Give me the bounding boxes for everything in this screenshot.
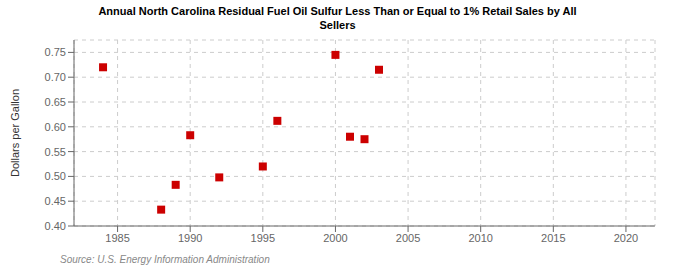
svg-text:Dollars per Gallon: Dollars per Gallon bbox=[9, 89, 21, 177]
svg-text:0.50: 0.50 bbox=[45, 170, 66, 182]
svg-text:1985: 1985 bbox=[105, 232, 129, 244]
svg-text:0.55: 0.55 bbox=[45, 146, 66, 158]
svg-text:1990: 1990 bbox=[178, 232, 202, 244]
svg-text:0.45: 0.45 bbox=[45, 195, 66, 207]
svg-text:2010: 2010 bbox=[468, 232, 492, 244]
svg-text:0.70: 0.70 bbox=[45, 71, 66, 83]
html-text:Sellers: Sellers bbox=[319, 19, 356, 31]
svg-text:2015: 2015 bbox=[541, 232, 565, 244]
svg-text:1995: 1995 bbox=[251, 232, 275, 244]
svg-text:0.75: 0.75 bbox=[45, 46, 66, 58]
html-text:Annual North Carolina Residual: Annual North Carolina Residual Fuel Oil … bbox=[98, 5, 577, 17]
svg-text:2000: 2000 bbox=[323, 232, 347, 244]
html-text:Source: U.S. Energy Informatio: Source: U.S. Energy Information Administ… bbox=[60, 254, 270, 265]
svg-text:2020: 2020 bbox=[614, 232, 638, 244]
svg-text:0.60: 0.60 bbox=[45, 121, 66, 133]
svg-text:0.40: 0.40 bbox=[45, 220, 66, 232]
svg-text:0.65: 0.65 bbox=[45, 96, 66, 108]
svg-text:2005: 2005 bbox=[396, 232, 420, 244]
